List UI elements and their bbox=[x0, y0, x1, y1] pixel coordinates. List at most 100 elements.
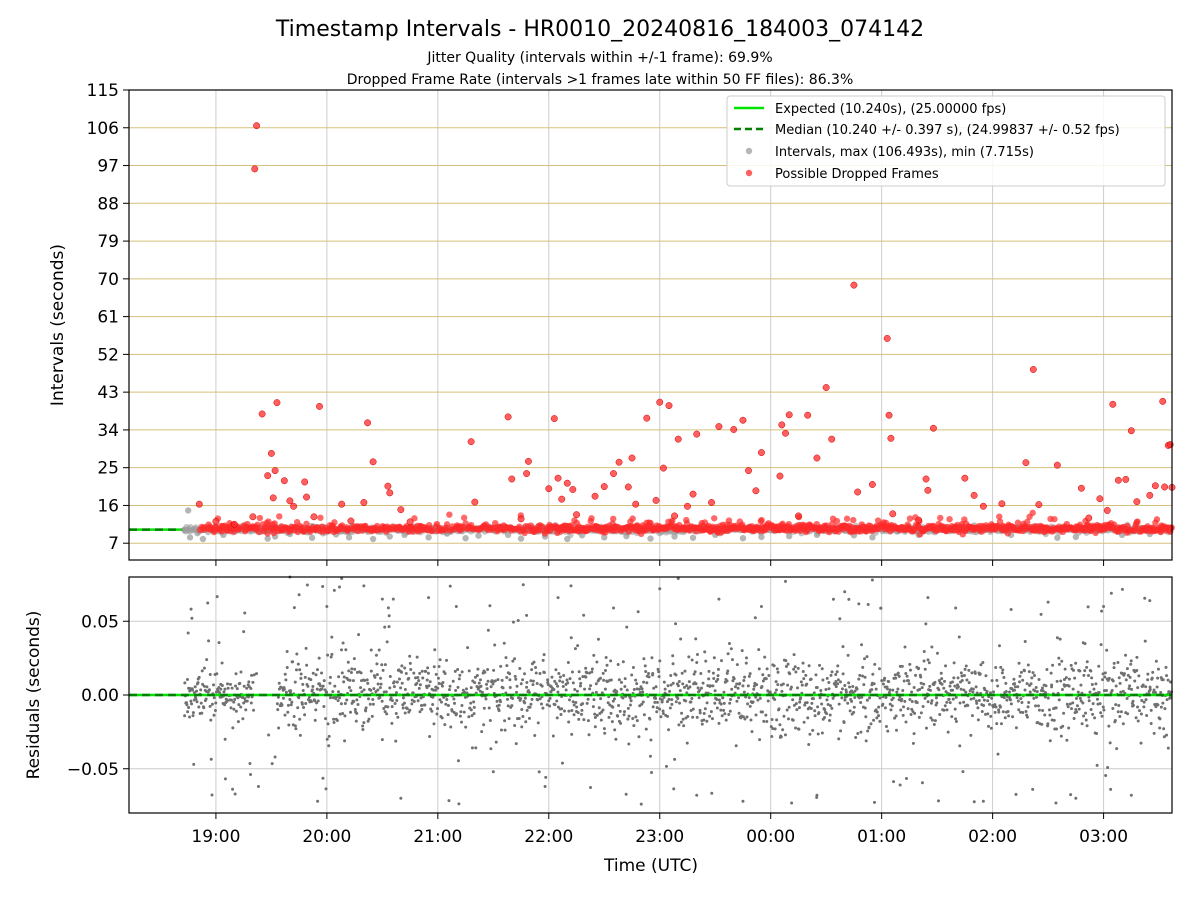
residual-point bbox=[910, 690, 914, 694]
residual-point bbox=[825, 676, 829, 680]
residual-point bbox=[687, 680, 691, 684]
residual-point bbox=[590, 667, 594, 671]
intervals-y-tick-label: 97 bbox=[97, 157, 119, 177]
residual-point bbox=[1043, 713, 1047, 717]
residual-point bbox=[353, 708, 357, 712]
residual-point bbox=[660, 698, 664, 702]
residual-point bbox=[753, 616, 757, 620]
residual-point bbox=[235, 687, 239, 691]
dropped-frame-point bbox=[785, 411, 793, 419]
residual-point bbox=[303, 675, 307, 679]
residual-point bbox=[722, 701, 726, 705]
residual-point bbox=[717, 597, 721, 601]
residual-point bbox=[647, 671, 651, 675]
residual-point bbox=[887, 690, 891, 694]
residual-point bbox=[709, 710, 713, 714]
residual-point bbox=[927, 661, 931, 665]
residual-point bbox=[1135, 669, 1139, 673]
residual-point bbox=[863, 675, 867, 679]
dropped-frame-point bbox=[600, 483, 608, 491]
residual-point bbox=[1014, 792, 1018, 796]
residual-point bbox=[273, 755, 277, 759]
residual-point bbox=[772, 664, 776, 668]
residual-point bbox=[651, 705, 655, 709]
residual-point bbox=[234, 709, 238, 713]
dropped-frame-point bbox=[804, 411, 812, 419]
residual-point bbox=[1002, 675, 1006, 679]
residual-point bbox=[584, 666, 588, 670]
residual-point bbox=[703, 650, 707, 654]
residual-point bbox=[531, 679, 535, 683]
residual-point bbox=[782, 714, 786, 718]
residual-point bbox=[231, 726, 235, 730]
residual-point bbox=[1130, 687, 1134, 691]
residual-point bbox=[218, 691, 222, 695]
residual-point bbox=[727, 713, 731, 717]
residual-point bbox=[1084, 711, 1088, 715]
residual-point bbox=[215, 595, 219, 599]
residual-point bbox=[796, 666, 800, 670]
residual-point bbox=[721, 696, 725, 700]
residual-point bbox=[854, 735, 858, 739]
residual-point bbox=[1046, 600, 1050, 604]
residual-point bbox=[408, 654, 412, 658]
residual-point bbox=[858, 673, 862, 677]
dropped-frame-point bbox=[1133, 498, 1141, 506]
residual-point bbox=[811, 728, 815, 732]
residual-point bbox=[496, 678, 500, 682]
residual-point bbox=[848, 685, 852, 689]
residual-point bbox=[486, 628, 490, 632]
residual-point bbox=[293, 680, 297, 684]
dropped-frame-point bbox=[1077, 484, 1085, 492]
residual-point bbox=[1149, 708, 1153, 712]
residual-point bbox=[187, 706, 191, 710]
residual-point bbox=[267, 733, 271, 737]
dropped-frame-point bbox=[256, 514, 264, 522]
dropped-frame-point bbox=[922, 475, 930, 483]
residual-point bbox=[328, 681, 332, 685]
residual-point bbox=[362, 688, 366, 692]
dropped-frame-point bbox=[1103, 507, 1111, 514]
residual-point bbox=[325, 737, 329, 741]
residual-point bbox=[220, 683, 224, 687]
dropped-frame-point bbox=[524, 457, 532, 465]
dropped-frame-point bbox=[752, 487, 760, 495]
residual-point bbox=[1145, 714, 1149, 718]
residual-point bbox=[1050, 683, 1054, 687]
residual-point bbox=[1021, 711, 1025, 715]
residual-point bbox=[809, 677, 813, 681]
residual-point bbox=[720, 659, 724, 663]
residual-point bbox=[449, 725, 453, 729]
residual-point bbox=[332, 717, 336, 721]
dropped-frame-point bbox=[711, 515, 718, 522]
residual-point bbox=[820, 667, 824, 671]
residual-point bbox=[766, 699, 770, 703]
residual-point bbox=[311, 685, 315, 689]
residual-point bbox=[467, 669, 471, 673]
residual-point bbox=[1161, 701, 1165, 705]
residual-point bbox=[587, 733, 591, 737]
residual-point bbox=[324, 717, 328, 721]
residual-point bbox=[1146, 672, 1150, 676]
residual-point bbox=[578, 677, 582, 681]
residual-point bbox=[332, 720, 336, 724]
dropped-frame-point bbox=[338, 500, 346, 508]
residual-point bbox=[746, 702, 750, 706]
dropped-frame-point bbox=[310, 513, 318, 521]
residual-point bbox=[454, 689, 458, 693]
residual-point bbox=[403, 688, 407, 692]
residual-point bbox=[1091, 702, 1095, 706]
residual-point bbox=[325, 690, 329, 694]
residual-point bbox=[1001, 710, 1005, 714]
intervals-point bbox=[264, 535, 271, 542]
residual-point bbox=[667, 728, 671, 732]
residual-point bbox=[356, 703, 360, 707]
dropped-frame-point bbox=[778, 421, 786, 429]
residual-point bbox=[816, 732, 820, 736]
residual-point bbox=[1101, 705, 1105, 709]
residual-point bbox=[956, 676, 960, 680]
residual-point bbox=[443, 672, 447, 676]
residual-point bbox=[472, 705, 476, 709]
residual-point bbox=[787, 705, 791, 709]
residual-point bbox=[302, 705, 306, 709]
